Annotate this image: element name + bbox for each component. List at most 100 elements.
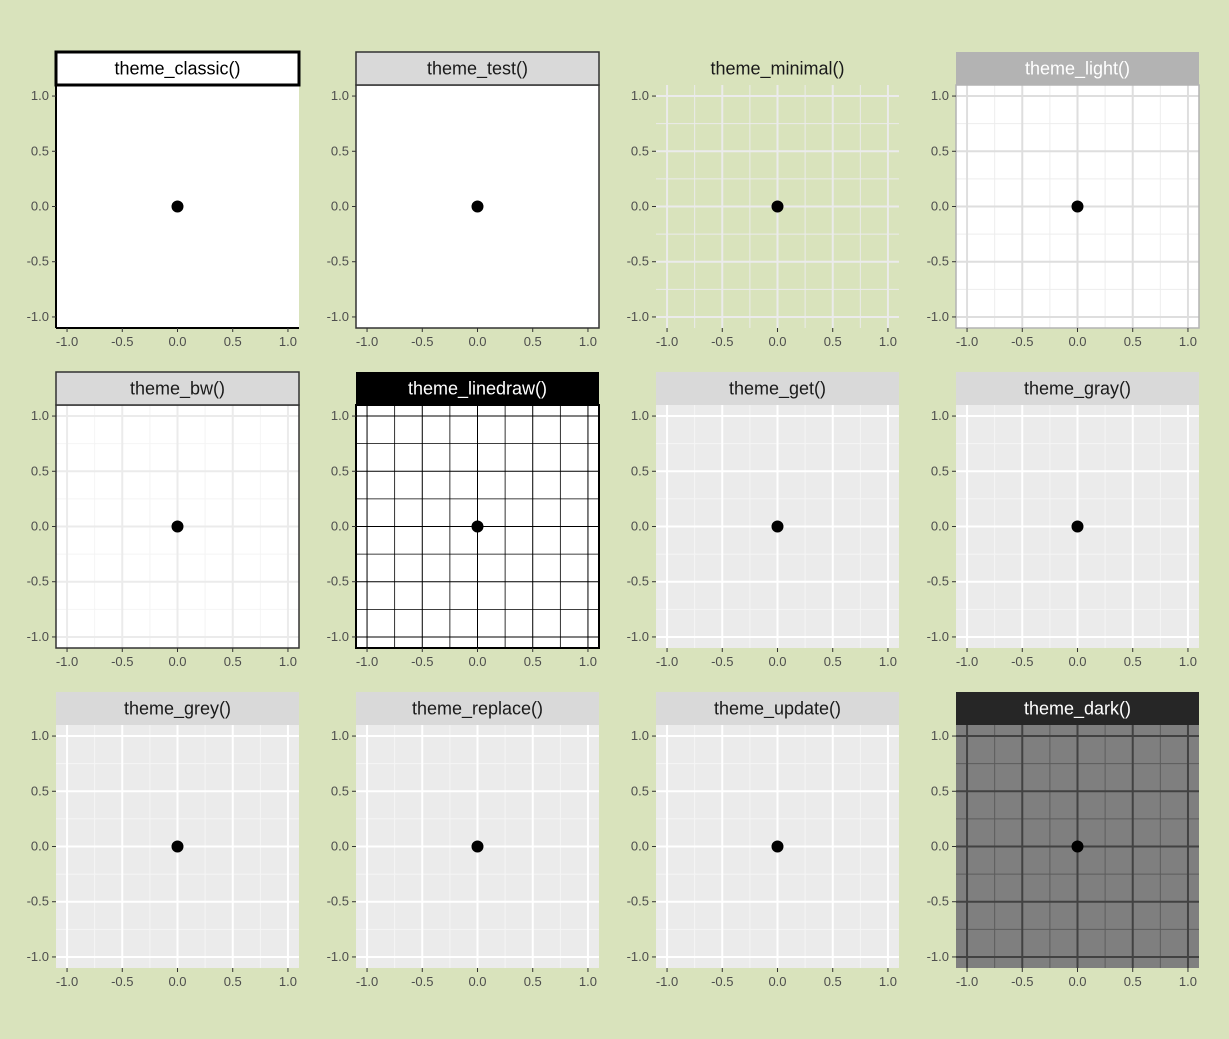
strip-label: theme_get() bbox=[729, 379, 826, 400]
data-point bbox=[771, 200, 784, 213]
x-tick-label: -1.0 bbox=[956, 654, 978, 669]
x-tick-label: -1.0 bbox=[56, 974, 78, 989]
facet-panel: theme_test() 1.0 0.5 0.0 -0.5 -1.0 -1.0 -0.5 0.0… bbox=[327, 51, 600, 349]
strip-background bbox=[956, 52, 1199, 85]
y-tick-label: 0.0 bbox=[331, 839, 349, 854]
x-tick-label: 0.5 bbox=[1124, 974, 1142, 989]
strip-label: theme_test() bbox=[427, 59, 528, 80]
y-tick-label: 0.0 bbox=[931, 839, 949, 854]
y-tick-label: -1.0 bbox=[327, 949, 349, 964]
strip-label: theme_replace() bbox=[412, 699, 543, 720]
y-tick-label: -1.0 bbox=[327, 309, 349, 324]
x-tick-label: 1.0 bbox=[279, 654, 297, 669]
x-tick-label: 1.0 bbox=[879, 654, 897, 669]
x-tick-label: 0.5 bbox=[524, 334, 542, 349]
strip-background bbox=[356, 692, 599, 725]
y-tick-label: -1.0 bbox=[27, 629, 49, 644]
y-tick-label: 0.5 bbox=[931, 463, 949, 478]
x-tick-label: -1.0 bbox=[356, 654, 378, 669]
y-tick-label: -1.0 bbox=[627, 949, 649, 964]
x-tick-label: 0.5 bbox=[1124, 654, 1142, 669]
strip-label: theme_linedraw() bbox=[408, 379, 547, 400]
x-tick-label: 0.0 bbox=[1068, 334, 1086, 349]
data-point bbox=[471, 520, 484, 533]
x-tick-label: 1.0 bbox=[1179, 334, 1197, 349]
strip-label: theme_gray() bbox=[1024, 379, 1131, 400]
y-tick-label: 0.5 bbox=[331, 463, 349, 478]
y-tick-label: 0.0 bbox=[631, 519, 649, 534]
y-tick-label: -0.5 bbox=[327, 254, 349, 269]
data-point bbox=[771, 520, 784, 533]
data-point bbox=[471, 840, 484, 853]
strip-background bbox=[656, 692, 899, 725]
x-tick-label: 0.0 bbox=[468, 654, 486, 669]
y-tick-label: -0.5 bbox=[27, 574, 49, 589]
y-tick-label: 1.0 bbox=[331, 728, 349, 743]
x-tick-label: 0.5 bbox=[524, 974, 542, 989]
x-tick-label: -0.5 bbox=[411, 334, 433, 349]
y-tick-label: -0.5 bbox=[327, 574, 349, 589]
x-tick-label: 0.0 bbox=[468, 974, 486, 989]
x-tick-label: -1.0 bbox=[56, 654, 78, 669]
y-tick-label: 0.0 bbox=[31, 519, 49, 534]
y-tick-label: 1.0 bbox=[31, 728, 49, 743]
x-tick-label: 0.5 bbox=[824, 654, 842, 669]
x-tick-label: 1.0 bbox=[279, 334, 297, 349]
x-tick-label: 0.5 bbox=[524, 654, 542, 669]
y-tick-label: -1.0 bbox=[627, 629, 649, 644]
strip-label: theme_bw() bbox=[130, 379, 225, 400]
x-tick-label: -0.5 bbox=[711, 654, 733, 669]
data-point bbox=[171, 200, 184, 213]
x-tick-label: 1.0 bbox=[879, 334, 897, 349]
x-tick-label: -0.5 bbox=[1011, 974, 1033, 989]
facet-panel: theme_bw() 1.0 0.5 0.0 -0.5 -1.0 -1.0 -0.5 0.0 0.… bbox=[27, 371, 300, 669]
facet-panel: theme_dark() 1.0 0.5 0.0 -0.5 -1.0 -1.0 -0.5 0.0… bbox=[927, 692, 1199, 989]
y-tick-label: -1.0 bbox=[927, 309, 949, 324]
x-tick-label: 0.0 bbox=[768, 654, 786, 669]
x-tick-label: -0.5 bbox=[411, 974, 433, 989]
x-tick-label: -0.5 bbox=[1011, 654, 1033, 669]
x-tick-label: -1.0 bbox=[956, 974, 978, 989]
x-tick-label: 1.0 bbox=[1179, 974, 1197, 989]
x-tick-label: -1.0 bbox=[356, 334, 378, 349]
x-tick-label: 0.0 bbox=[168, 334, 186, 349]
y-tick-label: 1.0 bbox=[31, 88, 49, 103]
x-tick-label: -1.0 bbox=[56, 334, 78, 349]
y-tick-label: -0.5 bbox=[627, 894, 649, 909]
y-tick-label: -0.5 bbox=[27, 894, 49, 909]
x-tick-label: 0.0 bbox=[1068, 974, 1086, 989]
strip-background bbox=[356, 372, 599, 405]
facet-panel: theme_light() 1.0 0.5 0.0 -0.5 -1.0 -1.0 -0.5 0.… bbox=[927, 52, 1200, 349]
facet-panel: theme_minimal() 1.0 0.5 0.0 -0.5 -1.0 -1.0 -0.5… bbox=[627, 59, 899, 349]
y-tick-label: -1.0 bbox=[27, 949, 49, 964]
facet-panel: theme_update() 1.0 0.5 0.0 -0.5 -1.0 -1.0 -0.5 0… bbox=[627, 692, 899, 989]
y-tick-label: -0.5 bbox=[927, 574, 949, 589]
y-tick-label: 0.5 bbox=[31, 783, 49, 798]
y-tick-label: -0.5 bbox=[927, 254, 949, 269]
facet-panel: theme_linedraw() 1.0 0.5 0.0 -0.5 -1.0 -1.0 -0.… bbox=[327, 372, 600, 669]
strip-label: theme_dark() bbox=[1024, 699, 1131, 720]
y-tick-label: 1.0 bbox=[931, 728, 949, 743]
data-point bbox=[171, 520, 184, 533]
facet-panel: theme_replace() 1.0 0.5 0.0 -0.5 -1.0 -1.0 -0.5… bbox=[327, 692, 599, 989]
x-tick-label: 1.0 bbox=[579, 974, 597, 989]
x-tick-label: 0.5 bbox=[224, 654, 242, 669]
y-tick-label: -0.5 bbox=[27, 254, 49, 269]
data-point bbox=[1071, 840, 1084, 853]
x-tick-label: -0.5 bbox=[711, 974, 733, 989]
x-tick-label: 1.0 bbox=[579, 654, 597, 669]
x-tick-label: 0.5 bbox=[224, 974, 242, 989]
y-tick-label: 1.0 bbox=[331, 408, 349, 423]
y-tick-label: 1.0 bbox=[631, 728, 649, 743]
y-tick-label: 1.0 bbox=[931, 88, 949, 103]
x-tick-label: 1.0 bbox=[279, 974, 297, 989]
x-tick-label: -0.5 bbox=[711, 334, 733, 349]
strip-background bbox=[54, 50, 301, 87]
x-tick-label: -0.5 bbox=[111, 654, 133, 669]
x-tick-label: 0.0 bbox=[468, 334, 486, 349]
data-point bbox=[171, 840, 184, 853]
y-tick-label: 0.0 bbox=[331, 519, 349, 534]
y-tick-label: 1.0 bbox=[631, 408, 649, 423]
x-tick-label: -1.0 bbox=[656, 974, 678, 989]
x-tick-label: 0.0 bbox=[1068, 654, 1086, 669]
